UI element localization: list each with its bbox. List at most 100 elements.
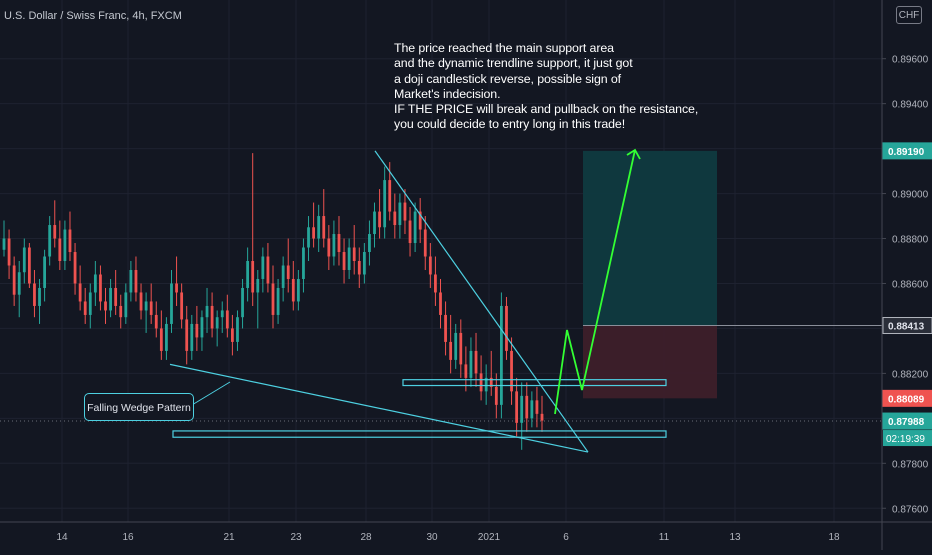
candle-body [170,283,173,324]
candle [134,256,138,302]
candle [454,323,458,369]
candle-body [165,323,168,351]
candles [2,153,544,450]
candle [205,287,209,333]
candle [444,301,447,356]
candle-body [352,247,356,261]
candle-body [515,391,519,423]
candle [12,256,16,306]
candle [378,189,381,239]
candle-body [530,400,534,419]
y-tick-label: 0.87800 [892,459,929,470]
candle [312,202,315,248]
candle-body [236,317,239,342]
target-price-label-bg [882,142,932,160]
candle [114,269,118,315]
long-position-tool[interactable] [583,150,882,399]
candle [449,314,453,374]
candle [469,337,473,387]
candle [159,310,163,360]
candle-body [139,292,143,311]
candle [22,238,26,284]
stop-price-label-bg [882,389,932,407]
candle-body [403,202,407,221]
candle-body [464,364,468,378]
candle [322,189,326,248]
candle-body [48,225,52,257]
candle-body [494,386,498,405]
candle [180,283,184,329]
candle [459,319,463,378]
candle [479,355,483,401]
candle [48,216,52,266]
candle [236,310,239,351]
candle [261,247,265,293]
stop-zone [583,325,717,399]
candle-body [505,305,508,351]
candle-body [474,350,478,374]
candle [510,337,513,405]
stop-price-label: 0.88089 [888,394,925,405]
candle [266,243,270,293]
candle-body [17,272,21,295]
candle [43,249,46,302]
candle-body [185,319,189,351]
candle [170,269,173,333]
candle-body [535,400,539,414]
drawings[interactable] [169,148,667,453]
candle-body [104,301,107,311]
candle [154,301,158,338]
candle [104,287,107,324]
candle [149,283,153,324]
candle-body [368,234,371,253]
candle-body [271,283,275,315]
candle [27,243,31,288]
candle [286,238,290,293]
candle [489,350,493,396]
y-tick-label: 0.88800 [892,235,929,246]
candle-body [413,211,417,244]
falling-wedge-callout[interactable]: Falling Wedge Pattern [84,393,194,421]
x-tick-label: 21 [223,532,235,543]
candle-body [33,283,36,306]
candle-body [373,211,376,235]
candle [231,314,234,356]
candle [307,216,310,261]
candle-body [58,238,62,261]
candle [357,247,361,288]
candle [393,193,397,239]
candle [251,153,255,306]
x-tick-label: 13 [729,532,741,543]
candle [413,202,417,253]
candle-body [418,211,422,230]
candle-body [38,287,41,306]
candle-body [12,265,16,295]
symbol-title: U.S. Dollar / Swiss Franc, 4h, FXCM [4,10,182,22]
candle [464,346,468,392]
candle-body [200,317,204,338]
candle-body [99,274,102,302]
candle [220,301,224,333]
candle [185,305,189,365]
candle-body [256,278,260,293]
candle-body [225,310,229,329]
candle-body [307,227,310,248]
candle-body [266,256,270,284]
candle-body [231,328,234,342]
candle [439,278,442,329]
candle [296,269,300,311]
candle-body [109,287,112,311]
currency-button[interactable]: CHF [896,6,922,24]
x-tick-label: 28 [360,532,372,543]
candle-body [393,211,397,226]
candle-body [175,283,178,293]
candle-body [205,305,209,318]
candle [428,243,432,288]
projection-path [554,149,636,415]
candle-body [195,323,199,338]
candle [88,283,92,329]
x-tick-label: 30 [426,532,438,543]
